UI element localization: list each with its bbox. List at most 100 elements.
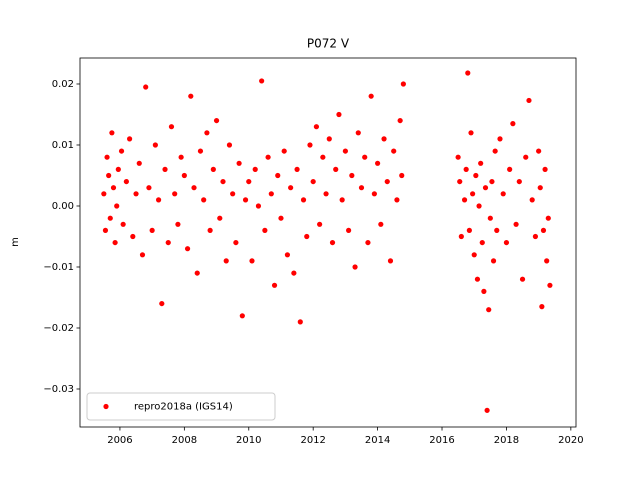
point (294, 166, 300, 172)
point (545, 215, 551, 221)
point (300, 197, 307, 203)
point (265, 154, 271, 160)
point (191, 185, 197, 191)
point (236, 160, 242, 166)
point (547, 282, 553, 288)
point (326, 136, 332, 142)
x-tick-label: 2008 (172, 435, 197, 446)
point (262, 227, 268, 233)
point (519, 276, 526, 282)
point (168, 124, 175, 130)
point (159, 300, 165, 307)
point (466, 227, 472, 233)
point (526, 97, 532, 104)
point (490, 258, 497, 264)
point (281, 148, 287, 154)
point (223, 258, 229, 264)
point (133, 191, 139, 197)
point (489, 178, 495, 185)
point (387, 258, 394, 264)
point (307, 142, 313, 148)
point (233, 239, 239, 246)
point (110, 185, 117, 191)
x-tick-label: 2010 (236, 435, 261, 446)
point (482, 185, 489, 191)
point (349, 172, 355, 179)
point (101, 191, 107, 197)
point (275, 172, 281, 179)
point (378, 221, 384, 227)
point (313, 124, 320, 130)
point (139, 252, 146, 258)
point (539, 304, 545, 310)
point (201, 197, 207, 203)
point (252, 166, 258, 172)
point (479, 239, 485, 246)
point (510, 121, 516, 127)
point (226, 142, 233, 148)
point (463, 166, 469, 172)
point (371, 191, 377, 197)
point (152, 142, 158, 148)
point (278, 215, 284, 221)
point (291, 270, 297, 276)
point (461, 197, 468, 203)
point (304, 233, 310, 240)
point (175, 221, 181, 227)
point (503, 239, 510, 246)
point (114, 203, 120, 209)
point (320, 154, 326, 160)
point (391, 148, 397, 154)
point (109, 130, 115, 136)
point (323, 191, 329, 197)
point (381, 136, 387, 142)
point (486, 307, 492, 313)
legend-label: repro2018a (IGS14) (134, 402, 233, 413)
point (544, 258, 550, 264)
point (255, 203, 262, 209)
point (537, 185, 543, 191)
x-tick-label: 2016 (429, 435, 454, 446)
point (540, 227, 547, 233)
point (104, 154, 110, 160)
point (470, 191, 476, 197)
point (478, 160, 484, 166)
point (397, 117, 403, 124)
point (365, 239, 371, 246)
point (497, 136, 503, 142)
point (284, 252, 291, 258)
point (494, 227, 500, 233)
point (487, 215, 493, 221)
point (481, 288, 487, 294)
point (130, 233, 136, 240)
y-tick-label: −0.03 (43, 384, 74, 395)
point (513, 221, 519, 227)
point (239, 313, 245, 319)
point (102, 227, 109, 233)
x-tick-label: 2014 (365, 435, 390, 446)
legend-box (86, 392, 276, 421)
point (259, 78, 265, 84)
point (184, 246, 191, 252)
y-tick-label: −0.02 (43, 323, 74, 334)
point (268, 191, 274, 197)
point (127, 136, 133, 142)
point (197, 148, 204, 154)
point (204, 130, 210, 136)
point (155, 197, 162, 203)
point (355, 130, 361, 136)
point (217, 215, 223, 221)
point (358, 185, 365, 191)
x-tick-label: 2018 (494, 435, 519, 446)
point (484, 407, 490, 413)
point (188, 93, 194, 99)
x-tick-label: 2020 (558, 435, 583, 446)
point (143, 84, 149, 90)
point (112, 239, 118, 246)
point (362, 154, 368, 160)
point (516, 178, 522, 185)
chart-title: P072 V (307, 37, 350, 51)
y-tick-label: 0.00 (52, 201, 74, 212)
point (136, 160, 142, 166)
